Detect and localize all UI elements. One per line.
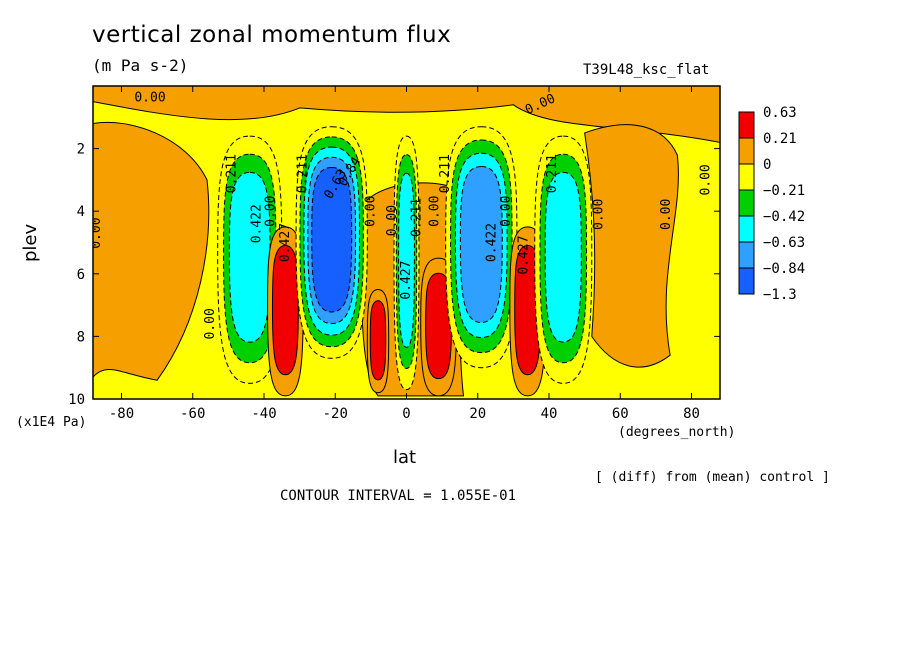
contour-cell-1-red xyxy=(271,244,299,376)
legend-swatch xyxy=(738,267,755,295)
x-tick-label: 20 xyxy=(469,406,486,422)
chart-title: vertical zonal momentum flux xyxy=(92,22,452,48)
contour-label: 0.00 xyxy=(499,196,514,227)
contour-label: 0.00 xyxy=(385,205,400,236)
x-tick-label: 0 xyxy=(402,406,410,422)
contour-cell-8-cyan xyxy=(544,171,582,343)
contour-label: 0.427 xyxy=(517,235,532,274)
color-legend: 0.63 0.21 0 −0.21 −0.42 −0.63 −0.84 −1.3 xyxy=(738,105,805,303)
y-tick-label: 4 xyxy=(77,204,85,220)
legend-label: 0.63 xyxy=(763,105,797,121)
contour-label: 0.422 xyxy=(485,223,500,262)
legend-label: 0.21 xyxy=(763,131,797,147)
comparison-note: [ (diff) from (mean) control ] xyxy=(595,470,830,485)
x-tick-label: -40 xyxy=(251,406,276,422)
contour-label: 0.00 xyxy=(659,199,674,230)
contour-label: 0.427 xyxy=(399,260,414,299)
contour-label: 0.211 xyxy=(410,198,425,237)
x-tick-label: -80 xyxy=(109,406,134,422)
contour-cell-4-cyan xyxy=(398,172,415,348)
legend-swatch xyxy=(738,215,755,243)
x-tick-label: -60 xyxy=(180,406,205,422)
contour-cell-6-midblue xyxy=(459,165,503,324)
contour-label: 0.00 xyxy=(134,91,165,106)
x-axis: -80 -60 -40 -20 0 20 40 60 80 xyxy=(109,86,700,422)
contour-interval: CONTOUR INTERVAL = 1.055E-01 xyxy=(280,488,517,504)
legend-swatch xyxy=(738,241,755,269)
legend-label: 0 xyxy=(763,157,771,173)
contour-fill-orange-right xyxy=(584,124,679,368)
y-axis-units: (x1E4 Pa) xyxy=(16,415,87,430)
x-axis-label: lat xyxy=(393,447,417,468)
contour-label: 0.422 xyxy=(249,204,264,243)
y-tick-label: 6 xyxy=(77,267,85,283)
legend-label: −1.3 xyxy=(763,287,797,303)
contour-label: 0.211 xyxy=(438,154,453,193)
legend-swatch xyxy=(738,111,755,139)
y-axis: 2 4 6 8 10 xyxy=(68,142,720,408)
contour-label: 0.00 xyxy=(698,164,713,195)
x-tick-label: -20 xyxy=(323,406,348,422)
contour-label: 0.427 xyxy=(278,223,293,262)
legend-label: −0.21 xyxy=(763,183,805,199)
contour-cell-2-blue xyxy=(311,166,353,313)
chart-units: (m Pa s-2) xyxy=(92,56,189,75)
contour-label: 0.211 xyxy=(296,154,311,193)
contour-label: 0.00 xyxy=(363,196,378,227)
legend-label: −0.84 xyxy=(763,261,805,277)
legend-swatch xyxy=(738,137,755,165)
contour-label: 0.211 xyxy=(225,154,240,193)
contour-label: 0.00 xyxy=(591,199,606,230)
x-tick-label: 60 xyxy=(612,406,629,422)
x-axis-units: (degrees_north) xyxy=(618,425,736,440)
legend-swatch xyxy=(738,189,755,217)
y-tick-label: 10 xyxy=(68,392,85,408)
legend-label: −0.42 xyxy=(763,209,805,225)
contour-label: 0.211 xyxy=(545,154,560,193)
contour-cell-0-cyan xyxy=(228,171,271,343)
run-label: T39L48_ksc_flat xyxy=(583,62,710,78)
contour-label: 0.00 xyxy=(203,308,218,339)
contour-label: 0.00 xyxy=(89,217,104,248)
contour-label: 0.00 xyxy=(428,196,443,227)
contour-fill-orange-left xyxy=(93,121,210,381)
y-tick-label: 2 xyxy=(77,142,85,158)
x-tick-label: 80 xyxy=(683,406,700,422)
contour-label: 0.00 xyxy=(264,196,279,227)
contour-cell-3-red xyxy=(369,300,387,381)
legend-label: −0.63 xyxy=(763,235,805,251)
y-tick-label: 8 xyxy=(77,329,85,345)
legend-swatch xyxy=(738,163,755,191)
x-tick-label: 40 xyxy=(541,406,558,422)
